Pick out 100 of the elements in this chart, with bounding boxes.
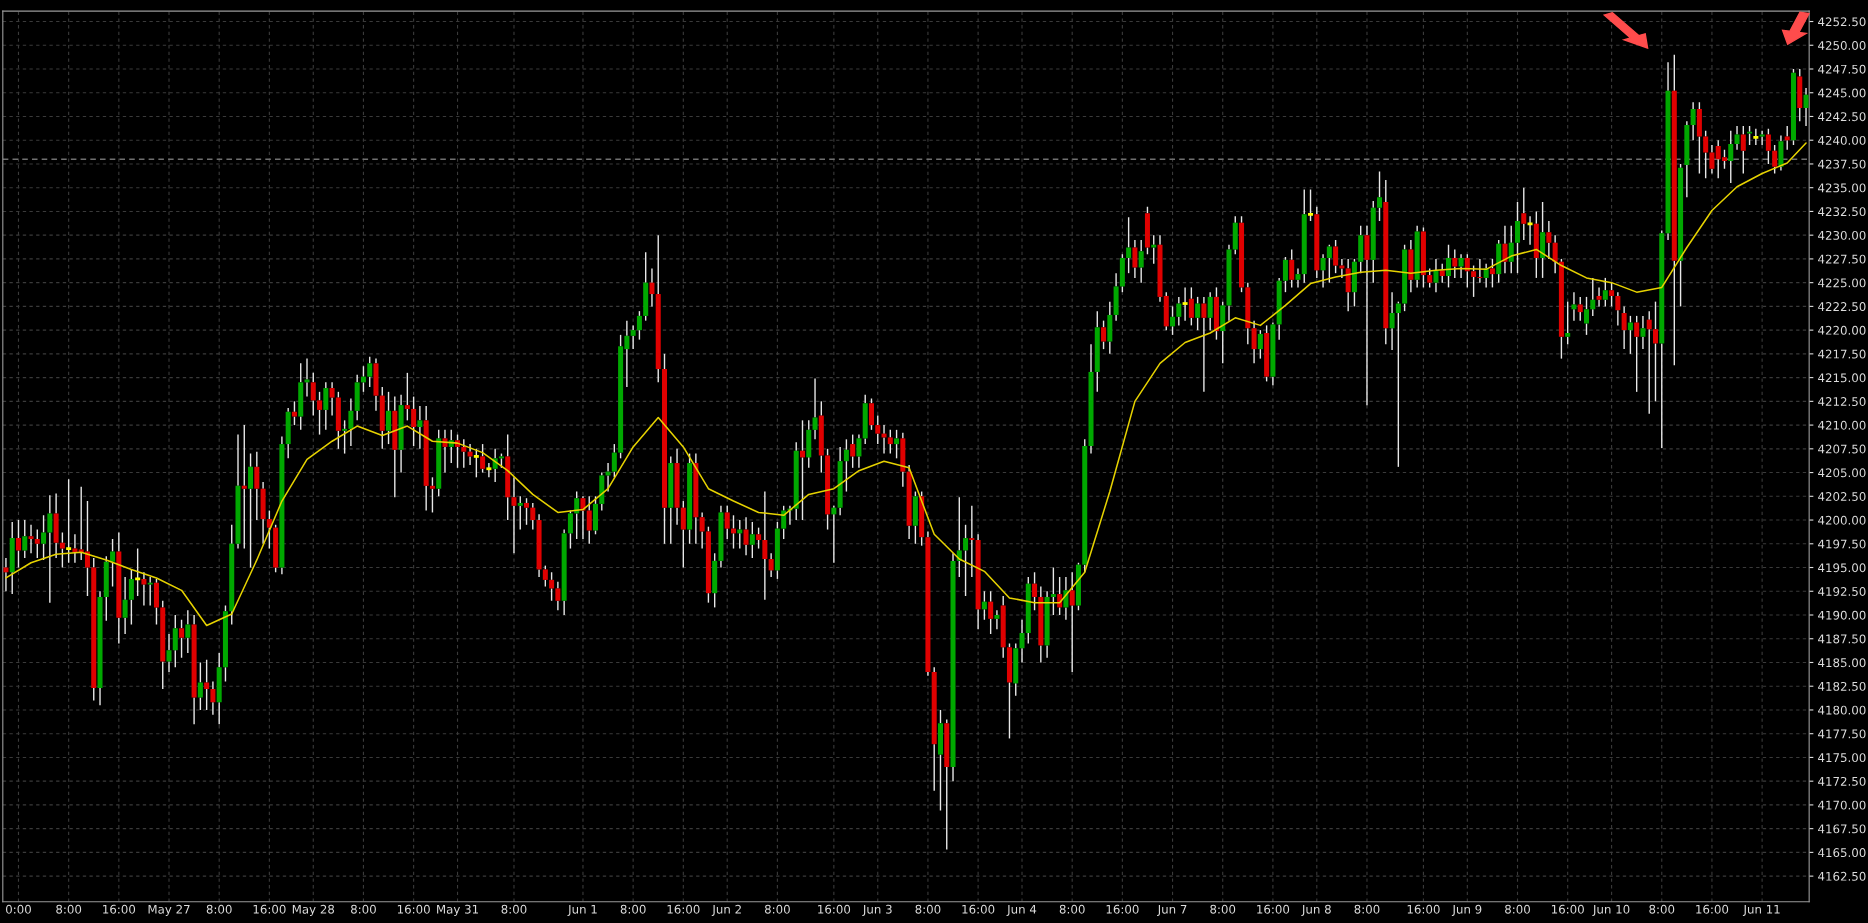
candlestick — [768, 552, 774, 578]
candlestick — [1477, 258, 1483, 284]
y-tick-label: 4177.50 — [1818, 729, 1866, 739]
candlestick — [329, 381, 335, 417]
x-tick-label: 16:00 — [253, 904, 286, 914]
candlestick — [1778, 134, 1784, 172]
candlestick — [392, 395, 398, 498]
candlestick — [1389, 291, 1395, 351]
candlestick — [1245, 281, 1251, 346]
x-tick-label: Jun 4 — [1006, 904, 1037, 916]
x-tick-label: May 28 — [292, 904, 335, 916]
candlestick — [47, 494, 53, 604]
candlestick — [28, 524, 34, 554]
candlestick — [1433, 258, 1439, 293]
y-tick-label: 4185.00 — [1818, 658, 1866, 668]
y-tick-label: 4252.50 — [1818, 17, 1866, 27]
x-tick-label: Jun 9 — [1451, 904, 1482, 916]
candlestick — [649, 267, 655, 308]
x-tick-label: 16:00 — [397, 904, 430, 914]
y-tick-label: 4202.50 — [1818, 492, 1866, 501]
candlestick — [1226, 243, 1232, 322]
candlestick — [1276, 277, 1282, 341]
x-tick-label: Jun 8 — [1301, 904, 1331, 916]
candlestick — [185, 609, 191, 654]
candlestick — [1132, 239, 1138, 279]
candlestick — [1181, 286, 1189, 322]
candlestick — [555, 581, 561, 611]
y-tick-label: 4170.00 — [1818, 800, 1866, 810]
candlestick — [417, 405, 423, 450]
candlestick — [969, 505, 975, 578]
x-tick-label: 16:00 — [103, 904, 136, 914]
candlestick — [1414, 224, 1420, 289]
y-tick-label: 4240.00 — [1818, 135, 1866, 145]
y-tick-label: 4190.00 — [1818, 610, 1866, 620]
y-tick-label: 4200.00 — [1818, 515, 1866, 525]
y-tick-label: 4162.50 — [1818, 871, 1866, 881]
y-tick-label: 4167.50 — [1818, 824, 1866, 834]
candlestick — [204, 658, 210, 711]
candlestick — [1652, 300, 1658, 403]
candlestick — [354, 374, 360, 422]
candlestick — [166, 633, 172, 673]
x-tick-label: 0:00 — [6, 904, 31, 914]
x-tick-label: 8:00 — [1354, 904, 1380, 914]
y-tick-label: 4212.50 — [1818, 397, 1866, 406]
candlestick — [1113, 272, 1119, 322]
y-tick-label: 4237.50 — [1818, 159, 1866, 169]
y-tick-label: 4205.00 — [1818, 468, 1866, 478]
candlestick — [1458, 253, 1464, 279]
candlestick — [116, 531, 122, 645]
x-tick-label: 16:00 — [962, 904, 995, 914]
candlestick — [1552, 234, 1558, 274]
x-tick-label: 8:00 — [1505, 904, 1530, 914]
candlestick — [856, 433, 862, 469]
y-tick-label: 4165.00 — [1818, 848, 1866, 858]
y-tick-label: 4235.00 — [1818, 183, 1866, 193]
x-tick-label: May 31 — [437, 904, 479, 916]
candlestick — [1251, 319, 1257, 365]
candlestick — [1019, 619, 1025, 664]
x-tick-label: 8:00 — [1210, 904, 1236, 914]
x-tick-label: May 27 — [148, 904, 190, 916]
candlestick — [925, 530, 931, 677]
candlestick — [1734, 125, 1740, 151]
x-tick-label: Jun 7 — [1157, 904, 1187, 916]
candlestick — [216, 652, 222, 725]
candlestick — [561, 528, 567, 616]
candlestick — [1640, 315, 1646, 350]
x-tick-label: 8:00 — [620, 904, 646, 914]
candlestick — [1069, 571, 1075, 673]
candlestick — [1408, 239, 1414, 293]
candlestick — [1483, 262, 1489, 289]
candlestick — [1320, 253, 1326, 289]
x-tick-label: 8:00 — [350, 904, 376, 914]
candlestick — [1571, 291, 1577, 322]
candlestick — [398, 394, 404, 474]
candlestick — [580, 495, 586, 540]
candlestick — [831, 505, 837, 564]
x-tick-label: 16:00 — [1407, 904, 1440, 914]
candlestick — [1345, 258, 1351, 312]
candlestick — [1502, 224, 1508, 274]
candlestick — [1709, 144, 1715, 175]
candlestick — [950, 552, 956, 782]
y-tick-label: 4182.50 — [1818, 681, 1866, 691]
candlestick — [1050, 566, 1056, 616]
x-tick-label: 8:00 — [56, 904, 82, 914]
y-tick-label: 4210.00 — [1818, 420, 1866, 430]
candlestick — [1690, 101, 1696, 141]
x-tick-label: Jun 2 — [711, 904, 741, 916]
y-tick-label: 4242.50 — [1818, 112, 1866, 122]
candlestick — [1207, 291, 1213, 331]
y-tick-label: 4232.50 — [1818, 207, 1866, 217]
candlestick — [141, 571, 147, 607]
candlestick — [743, 516, 749, 556]
candlestick — [1621, 305, 1627, 350]
candlestick — [511, 476, 517, 554]
y-tick-label: 4225.00 — [1818, 278, 1866, 288]
candlestick — [674, 448, 680, 526]
candlestick — [1295, 267, 1301, 289]
candlestick — [260, 481, 266, 545]
x-tick-label: 8:00 — [1649, 904, 1675, 914]
candlestick — [285, 407, 291, 460]
